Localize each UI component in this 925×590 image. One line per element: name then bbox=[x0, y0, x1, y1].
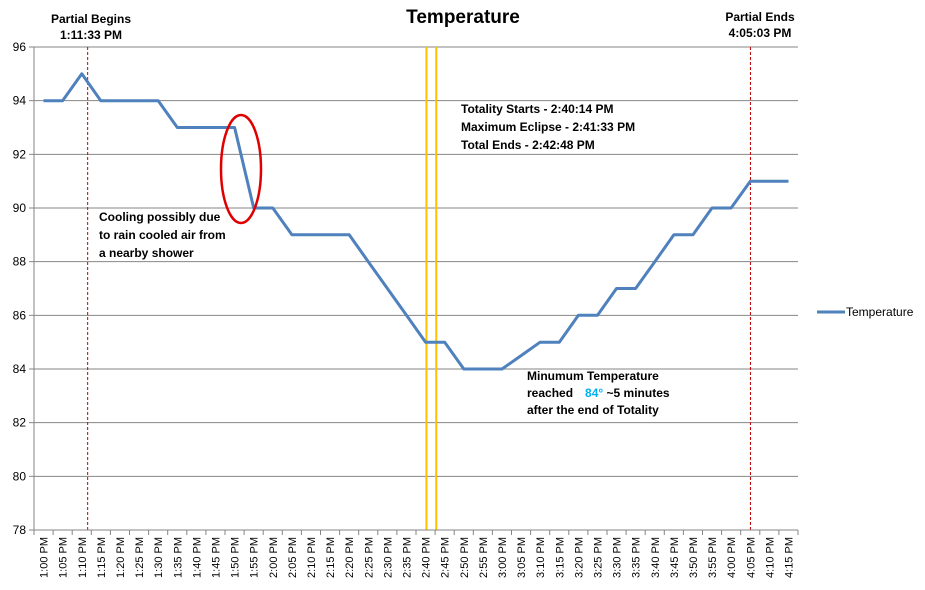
x-tick-label: 1:15 PM bbox=[96, 537, 108, 578]
x-tick-label: 2:20 PM bbox=[344, 537, 356, 578]
legend: Temperature bbox=[817, 305, 914, 319]
x-axis-ticks: 1:00 PM 1:05 PM 1:10 PM 1:15 PM 1:20 PM 1:25 … bbox=[33, 530, 799, 578]
x-tick-label: 1:20 PM bbox=[115, 537, 127, 578]
reference-lines bbox=[87, 47, 751, 530]
x-tick-label: 4:10 PM bbox=[764, 537, 776, 578]
x-tick-label: 2:05 PM bbox=[287, 537, 299, 578]
x-tick-label: 2:40 PM bbox=[421, 537, 433, 578]
x-tick-label: 1:45 PM bbox=[210, 537, 222, 578]
x-tick-label: 1:30 PM bbox=[153, 537, 165, 578]
min-temp-duration: ~5 minutes bbox=[603, 386, 670, 400]
x-tick-label: 1:50 PM bbox=[230, 537, 242, 578]
x-tick-label: 2:55 PM bbox=[478, 537, 490, 578]
x-tick-label: 2:10 PM bbox=[306, 537, 318, 578]
x-tick-label: 1:10 PM bbox=[77, 537, 89, 578]
partial-ends-time: 4:05:03 PM bbox=[729, 26, 792, 40]
partial-ends-label: Partial Ends bbox=[725, 10, 795, 24]
x-tick-label: 3:05 PM bbox=[516, 537, 528, 578]
partial-begins-label: Partial Begins bbox=[51, 12, 131, 26]
x-tick-label: 2:35 PM bbox=[401, 537, 413, 578]
x-tick-label: 3:50 PM bbox=[688, 537, 700, 578]
x-tick-label: 3:55 PM bbox=[707, 537, 719, 578]
y-axis-ticks: 78 80 82 84 86 88 90 92 94 96 bbox=[13, 40, 34, 537]
chart-title: Temperature bbox=[406, 7, 520, 28]
legend-label-temperature: Temperature bbox=[846, 305, 914, 319]
min-temp-note-line2: reached 84° ~5 minutes bbox=[527, 386, 670, 400]
x-tick-label: 3:10 PM bbox=[535, 537, 547, 578]
min-temp-note-line3: after the end of Totality bbox=[527, 403, 659, 417]
x-tick-label: 4:00 PM bbox=[726, 537, 738, 578]
y-tick-label: 88 bbox=[13, 255, 27, 269]
x-tick-label: 3:40 PM bbox=[650, 537, 662, 578]
maximum-eclipse-text: Maximum Eclipse - 2:41:33 PM bbox=[461, 120, 635, 134]
y-tick-label: 86 bbox=[13, 308, 27, 322]
partial-begins-time: 1:11:33 PM bbox=[60, 28, 122, 42]
min-temp-reached: reached bbox=[527, 386, 573, 400]
x-tick-label: 3:45 PM bbox=[669, 537, 681, 578]
y-tick-label: 84 bbox=[13, 362, 27, 376]
x-tick-label: 3:20 PM bbox=[573, 537, 585, 578]
y-tick-label: 90 bbox=[13, 201, 27, 215]
totality-starts-text: Totality Starts - 2:40:14 PM bbox=[461, 102, 613, 116]
min-temp-note-line1: Minumum Temperature bbox=[527, 369, 659, 383]
cooling-highlight-circle bbox=[219, 113, 263, 225]
x-tick-label: 3:00 PM bbox=[497, 537, 509, 578]
x-tick-label: 2:15 PM bbox=[325, 537, 337, 578]
min-temp-value: 84° bbox=[585, 386, 603, 400]
y-tick-label: 82 bbox=[13, 416, 27, 430]
y-tick-label: 96 bbox=[13, 40, 27, 54]
cooling-note-line2: to rain cooled air from bbox=[99, 228, 226, 242]
x-tick-label: 2:50 PM bbox=[459, 537, 471, 578]
x-tick-label: 3:25 PM bbox=[592, 537, 604, 578]
y-tick-label: 94 bbox=[13, 94, 27, 108]
x-tick-label: 2:25 PM bbox=[363, 537, 375, 578]
x-tick-label: 1:55 PM bbox=[249, 537, 261, 578]
x-tick-label: 3:30 PM bbox=[612, 537, 624, 578]
x-tick-label: 1:35 PM bbox=[172, 537, 184, 578]
x-tick-label: 4:15 PM bbox=[783, 537, 795, 578]
x-tick-label: 2:30 PM bbox=[382, 537, 394, 578]
x-tick-label: 4:05 PM bbox=[745, 537, 757, 578]
plot-area bbox=[34, 47, 798, 530]
x-tick-label: 1:25 PM bbox=[134, 537, 146, 578]
gridlines bbox=[34, 46, 798, 477]
y-tick-label: 80 bbox=[13, 469, 27, 483]
x-tick-label: 1:00 PM bbox=[39, 537, 51, 578]
x-tick-label: 1:05 PM bbox=[58, 537, 70, 578]
y-tick-label: 92 bbox=[13, 147, 27, 161]
y-tick-label: 78 bbox=[13, 523, 27, 537]
x-tick-label: 2:00 PM bbox=[268, 537, 280, 578]
x-tick-label: 2:45 PM bbox=[440, 537, 452, 578]
x-tick-label: 3:35 PM bbox=[631, 537, 643, 578]
cooling-note-line3: a nearby shower bbox=[99, 246, 194, 260]
x-tick-label: 3:15 PM bbox=[554, 537, 566, 578]
cooling-note-line1: Cooling possibly due bbox=[99, 210, 221, 224]
x-tick-label: 1:40 PM bbox=[191, 537, 203, 578]
totality-ends-text: Total Ends - 2:42:48 PM bbox=[461, 138, 595, 152]
temperature-series-line bbox=[43, 72, 789, 371]
